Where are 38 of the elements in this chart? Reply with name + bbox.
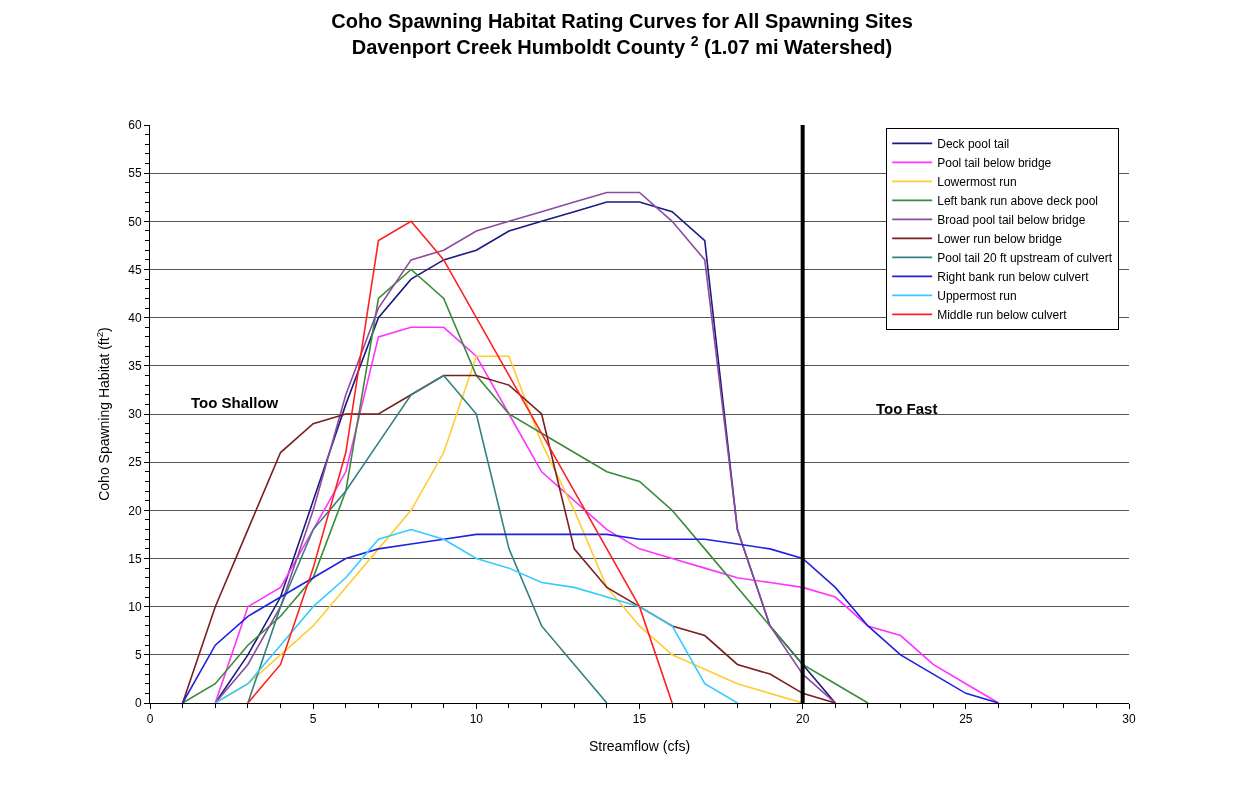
legend-label: Broad pool tail below bridge [937,213,1086,228]
y-tick-label: 55 [128,166,142,181]
y-tick-label: 40 [128,310,142,325]
legend-label: Uppermost run [937,289,1017,304]
y-tick-label: 25 [128,455,142,470]
y-tick-label: 50 [128,214,142,229]
y-tick-label: 15 [128,551,142,566]
x-tick-label: 5 [309,712,317,727]
x-tick-label: 10 [469,712,484,727]
line-series [181,268,869,703]
legend-label: Pool tail 20 ft upstream of culvert [937,251,1113,266]
x-tick-label: 0 [146,712,154,727]
y-tick-label: 30 [128,407,142,422]
x-tick-label: 20 [795,712,810,727]
x-tick-label: 30 [1122,712,1136,727]
legend-label: Lowermost run [937,175,1017,190]
legend-label: Left bank run above deck pool [937,194,1098,209]
x-axis-title: Streamflow (cfs) [588,737,691,754]
y-tick-label: 60 [128,118,142,133]
line-series [214,528,739,703]
annotation: Too Fast [876,400,938,417]
y-tick-label: 35 [128,359,142,374]
y-tick-label: 5 [134,648,142,663]
chart-subtitle: Davenport Creek Humboldt County $^{2}$ (1.07 mi Watershed) [351,32,893,59]
x-tick-label: 15 [632,712,647,727]
legend-label: Pool tail below bridge [937,156,1052,171]
legend-label: Deck pool tail [937,137,1010,152]
line-series [181,533,1000,703]
chart-title: Coho Spawning Habitat Rating Curves for All Spawning Sites [331,10,913,33]
y-tick-label: 45 [128,262,142,277]
legend-label: Lower run below bridge [937,232,1063,247]
y-tick-label: 0 [134,696,142,711]
y-tick-label: 10 [128,599,142,614]
y-tick-label: 20 [128,503,142,518]
legend-label: Middle run below culvert [937,308,1068,323]
legend-label: Right bank run below culvert [937,270,1090,285]
x-tick-label: 25 [959,712,973,727]
annotation: Too Shallow [191,394,279,411]
